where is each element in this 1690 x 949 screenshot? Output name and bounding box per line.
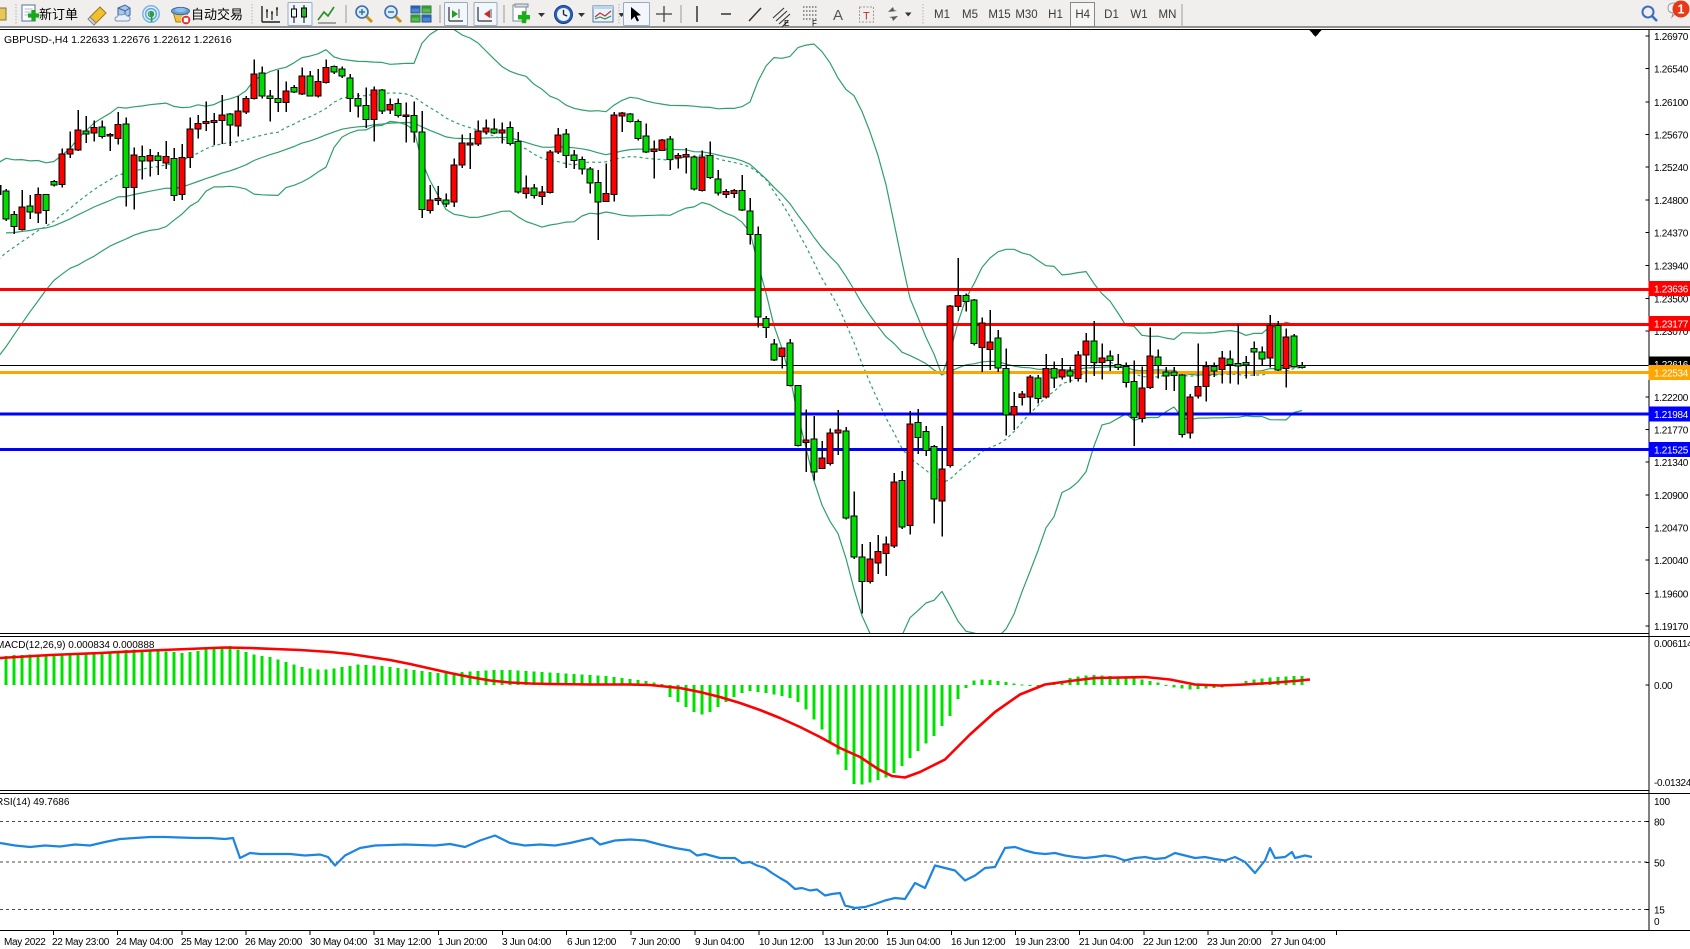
svg-text:22 May 23:00: 22 May 23:00 xyxy=(52,937,110,948)
svg-text:RSI(14) 49.7686: RSI(14) 49.7686 xyxy=(0,797,70,808)
svg-text:1.20040: 1.20040 xyxy=(1654,556,1689,567)
svg-text:100: 100 xyxy=(1654,797,1671,808)
svg-text:19 Jun 23:00: 19 Jun 23:00 xyxy=(1015,937,1070,948)
svg-text:50: 50 xyxy=(1654,859,1665,870)
svg-text:GBPUSD-,H4 1.22633 1.22676 1.: GBPUSD-,H4 1.22633 1.22676 1.22612 1.226… xyxy=(4,34,232,46)
svg-text:9 Jun 04:00: 9 Jun 04:00 xyxy=(695,937,745,948)
svg-text:F: F xyxy=(812,19,817,28)
svg-text:W1: W1 xyxy=(1130,9,1147,21)
svg-text:1.22534: 1.22534 xyxy=(1654,369,1689,380)
svg-text:16 Jun 12:00: 16 Jun 12:00 xyxy=(951,937,1006,948)
svg-text:13 Jun 20:00: 13 Jun 20:00 xyxy=(824,937,879,948)
svg-text:1.23177: 1.23177 xyxy=(1654,320,1689,331)
svg-text:May 2022: May 2022 xyxy=(4,937,46,948)
svg-text:7 Jun 20:00: 7 Jun 20:00 xyxy=(631,937,681,948)
svg-text:1.19170: 1.19170 xyxy=(1654,622,1689,633)
svg-text:15: 15 xyxy=(1654,906,1665,917)
svg-text:-0.01324: -0.01324 xyxy=(1654,778,1690,789)
svg-text:1.22200: 1.22200 xyxy=(1654,393,1689,404)
svg-text:M30: M30 xyxy=(1015,9,1037,21)
svg-text:M15: M15 xyxy=(988,9,1010,21)
svg-text:MN: MN xyxy=(1159,9,1177,21)
svg-text:E: E xyxy=(784,19,789,28)
svg-text:30 May 04:00: 30 May 04:00 xyxy=(310,937,368,948)
svg-text:1.20470: 1.20470 xyxy=(1654,524,1689,535)
svg-text:80: 80 xyxy=(1654,818,1665,829)
svg-text:自动交易: 自动交易 xyxy=(191,7,243,22)
svg-text:1.25670: 1.25670 xyxy=(1654,130,1689,141)
svg-text:M1: M1 xyxy=(934,9,950,21)
svg-text:1.21770: 1.21770 xyxy=(1654,425,1689,436)
svg-text:1.24800: 1.24800 xyxy=(1654,196,1689,207)
svg-text:1.21984: 1.21984 xyxy=(1654,410,1689,421)
svg-text:0: 0 xyxy=(1654,917,1660,928)
svg-text:H4: H4 xyxy=(1075,9,1090,21)
svg-text:0.006114: 0.006114 xyxy=(1654,639,1690,650)
svg-text:22 Jun 12:00: 22 Jun 12:00 xyxy=(1143,937,1198,948)
svg-text:10 Jun 12:00: 10 Jun 12:00 xyxy=(759,937,814,948)
svg-text:新订单: 新订单 xyxy=(39,7,78,22)
svg-text:1.23070: 1.23070 xyxy=(1654,327,1689,338)
svg-text:1.25240: 1.25240 xyxy=(1654,163,1689,174)
svg-text:1.19600: 1.19600 xyxy=(1654,590,1689,601)
svg-text:MACD(12,26,9) 0.000834 0.00088: MACD(12,26,9) 0.000834 0.000888 xyxy=(0,640,155,651)
svg-text:H1: H1 xyxy=(1048,9,1063,21)
svg-text:1.21525: 1.21525 xyxy=(1654,446,1689,457)
svg-text:1.23500: 1.23500 xyxy=(1654,295,1689,306)
svg-text:M5: M5 xyxy=(962,9,978,21)
svg-text:23 Jun 20:00: 23 Jun 20:00 xyxy=(1207,937,1262,948)
svg-text:1: 1 xyxy=(1678,3,1685,17)
svg-text:0.00: 0.00 xyxy=(1654,681,1673,692)
svg-text:31 May 12:00: 31 May 12:00 xyxy=(374,937,432,948)
svg-text:21 Jun 04:00: 21 Jun 04:00 xyxy=(1079,937,1134,948)
svg-text:1 Jun 20:00: 1 Jun 20:00 xyxy=(438,937,488,948)
svg-text:T: T xyxy=(863,11,870,23)
svg-text:D1: D1 xyxy=(1104,9,1119,21)
svg-text:1.26540: 1.26540 xyxy=(1654,65,1689,76)
svg-text:25 May 12:00: 25 May 12:00 xyxy=(181,937,239,948)
svg-text:1.26100: 1.26100 xyxy=(1654,98,1689,109)
svg-text:1.23636: 1.23636 xyxy=(1654,285,1689,296)
svg-text:1.24370: 1.24370 xyxy=(1654,229,1689,240)
svg-text:1.20900: 1.20900 xyxy=(1654,491,1689,502)
svg-text:26 May 20:00: 26 May 20:00 xyxy=(245,937,303,948)
svg-text:6 Jun 12:00: 6 Jun 12:00 xyxy=(567,937,617,948)
svg-text:15 Jun 04:00: 15 Jun 04:00 xyxy=(886,937,941,948)
svg-text:1.23940: 1.23940 xyxy=(1654,261,1689,272)
svg-text:1.26970: 1.26970 xyxy=(1654,32,1689,43)
svg-text:3 Jun 04:00: 3 Jun 04:00 xyxy=(502,937,552,948)
svg-text:A: A xyxy=(833,7,843,24)
svg-text:1.21340: 1.21340 xyxy=(1654,458,1689,469)
svg-text:24 May 04:00: 24 May 04:00 xyxy=(116,937,174,948)
svg-text:27 Jun 04:00: 27 Jun 04:00 xyxy=(1271,937,1326,948)
